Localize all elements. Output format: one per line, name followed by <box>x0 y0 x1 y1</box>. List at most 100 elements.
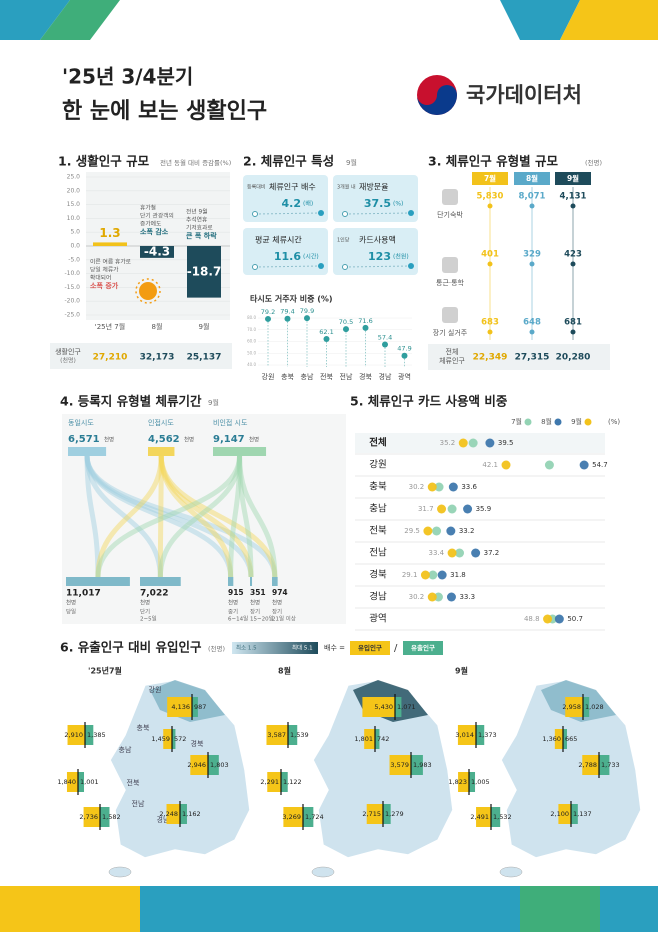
card-unit: (천원) <box>393 253 409 261</box>
outflow-label: 1,582 <box>102 813 121 821</box>
inflow-label: 3,587 <box>267 731 286 739</box>
dot <box>284 315 291 322</box>
map-month: 9월 <box>455 666 468 676</box>
dot <box>427 592 437 602</box>
max-label: 33.2 <box>459 527 475 535</box>
x-tick-label: 광역 <box>398 372 411 381</box>
dot <box>432 526 442 536</box>
scale-max: 최대 5.1 <box>292 644 313 652</box>
table-label: 생활인구 <box>55 347 81 356</box>
x-tick-label: 경북 <box>359 372 372 381</box>
x-tick-label: 경남 <box>379 372 392 381</box>
period-title: '25년 3/4분기 <box>62 65 193 89</box>
inflow-bar <box>83 807 100 827</box>
row-value: 648 <box>523 318 541 328</box>
section-subtitle: 전년 동월 대비 증감률(%) <box>160 158 231 167</box>
outflow-key-label: 유출인구 <box>411 643 435 652</box>
inflow-bar <box>476 807 491 827</box>
dot <box>455 548 465 558</box>
flow <box>84 455 163 578</box>
inflow-bar <box>364 729 375 749</box>
month-label: 7월 <box>484 173 496 183</box>
outflow-bar <box>78 772 85 792</box>
outflow-bar <box>583 697 590 717</box>
outflow-label: 742 <box>377 735 389 743</box>
section-heading: 4. 등록지 유형별 체류기간 <box>60 394 202 409</box>
destination-unit: 천명 <box>250 599 260 607</box>
outflow-label: 1,983 <box>413 761 432 769</box>
flow <box>84 455 278 578</box>
dot <box>554 614 564 624</box>
row-dot <box>487 329 493 335</box>
row-value: 329 <box>523 250 541 260</box>
source-bar <box>148 447 175 456</box>
outflow-bar <box>599 755 610 775</box>
sun-icon <box>139 282 157 300</box>
x-tick-label: 9월 <box>199 322 210 331</box>
bar <box>93 242 127 246</box>
inflow-bar <box>558 804 571 824</box>
dot <box>423 526 433 536</box>
destination-label: 6~14일 <box>228 615 248 623</box>
flow <box>157 455 243 578</box>
total-value: 22,349 <box>473 353 508 363</box>
inflow-bar <box>582 755 599 775</box>
total-value: 20,280 <box>556 353 591 363</box>
inflow-label: 2,910 <box>64 731 83 739</box>
x-tick-label: 8월 <box>152 322 163 331</box>
inflow-bar <box>67 725 85 745</box>
card-prefix: 3개월 내 <box>337 184 356 191</box>
max-label: 35.9 <box>476 505 492 513</box>
destination-value: 11,017 <box>66 589 101 599</box>
y-tick-label: 5.0 <box>70 229 80 236</box>
total-value: 27,315 <box>515 353 550 363</box>
month-header <box>472 172 508 185</box>
x-tick-label: '25년 7월 <box>95 322 125 331</box>
inflow-bar <box>389 755 411 775</box>
value-label: 47.9 <box>397 345 411 353</box>
outflow-label: 1,137 <box>573 810 592 818</box>
source-label: 인접시도 <box>148 418 174 427</box>
dot <box>543 614 553 624</box>
main-title: 한 눈에 보는 생활인구 <box>62 99 267 124</box>
inflow-label: 1,459 <box>151 735 170 743</box>
inflow-label: 1,360 <box>542 735 561 743</box>
map-month: '25년7월 <box>88 666 122 676</box>
min-label: 48.8 <box>524 615 540 623</box>
source-bar <box>213 447 267 456</box>
inflow-bar <box>266 725 288 745</box>
section-heading: 2. 체류인구 특성 <box>243 154 334 169</box>
inflow-label: 2,715 <box>362 810 381 818</box>
dot <box>463 504 473 514</box>
flow <box>158 455 254 578</box>
inflow-bar <box>163 729 172 749</box>
source-unit: 천명 <box>184 436 194 444</box>
inflow-bar <box>458 772 469 792</box>
row-value: 8,071 <box>519 192 546 202</box>
source-value: 6,571 <box>68 434 100 445</box>
card-value: 123 <box>368 250 391 263</box>
dot <box>343 326 349 333</box>
outflow-bar <box>469 772 476 792</box>
outflow-key <box>403 641 443 655</box>
card-value: 11.6 <box>274 250 301 263</box>
chart-panel <box>62 414 346 624</box>
dot <box>446 592 456 602</box>
dot <box>420 570 430 580</box>
row-value: 401 <box>481 250 499 260</box>
min-label: 35.2 <box>440 439 456 447</box>
destination-label: 당일 <box>66 608 76 616</box>
row-dot <box>529 329 535 335</box>
annotation: 소폭 감소 <box>140 227 169 236</box>
outflow-label: 1,001 <box>80 778 99 786</box>
outflow-label: 1,028 <box>585 703 604 711</box>
card-trend <box>254 265 322 268</box>
outflow-bar <box>476 725 485 745</box>
annotation: 휴가철 <box>140 204 156 212</box>
dot <box>362 324 369 331</box>
inflow-bar <box>267 772 281 792</box>
card-unit: (%) <box>393 201 403 208</box>
card-label: 재방문율 <box>359 182 388 192</box>
row-dot <box>570 261 576 267</box>
bottom-band <box>0 886 658 932</box>
